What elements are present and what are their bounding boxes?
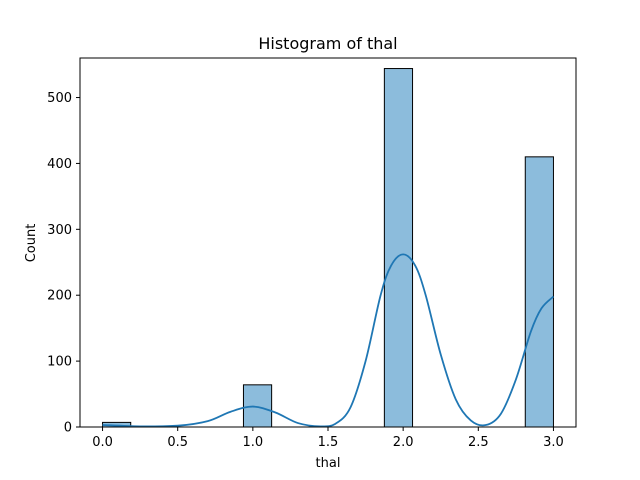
x-tick-label: 2.0 (393, 435, 414, 450)
x-axis-ticks: 0.0 0.5 1.0 1.5 2.0 2.5 3.0 (92, 427, 564, 450)
kde-line (102, 253, 555, 428)
y-axis-ticks: 0 100 200 300 400 500 (47, 91, 80, 436)
y-axis-label: Count (24, 224, 39, 263)
axes-frame (79, 57, 577, 428)
y-tick-label: 200 (47, 289, 72, 304)
x-tick-label: 0.5 (167, 435, 188, 450)
x-tick-label: 1.0 (243, 435, 264, 450)
histogram-bar-3 (524, 156, 554, 428)
x-tick-label: 3.0 (543, 435, 564, 450)
y-tick-label: 300 (47, 223, 72, 238)
y-tick-label: 400 (47, 157, 72, 172)
x-axis-label: thal (316, 456, 341, 471)
chart-title: Histogram of thal (258, 34, 397, 53)
y-tick-label: 0 (64, 421, 72, 436)
y-tick-label: 100 (47, 355, 72, 370)
y-tick-label: 500 (47, 91, 72, 106)
kde-layer (102, 253, 555, 428)
histogram-bar-1 (242, 384, 273, 428)
histogram-bar-2 (383, 68, 414, 428)
x-tick-label: 0.0 (92, 435, 113, 450)
plot-area (102, 68, 554, 428)
x-tick-label: 1.5 (318, 435, 339, 450)
x-tick-label: 2.5 (468, 435, 489, 450)
